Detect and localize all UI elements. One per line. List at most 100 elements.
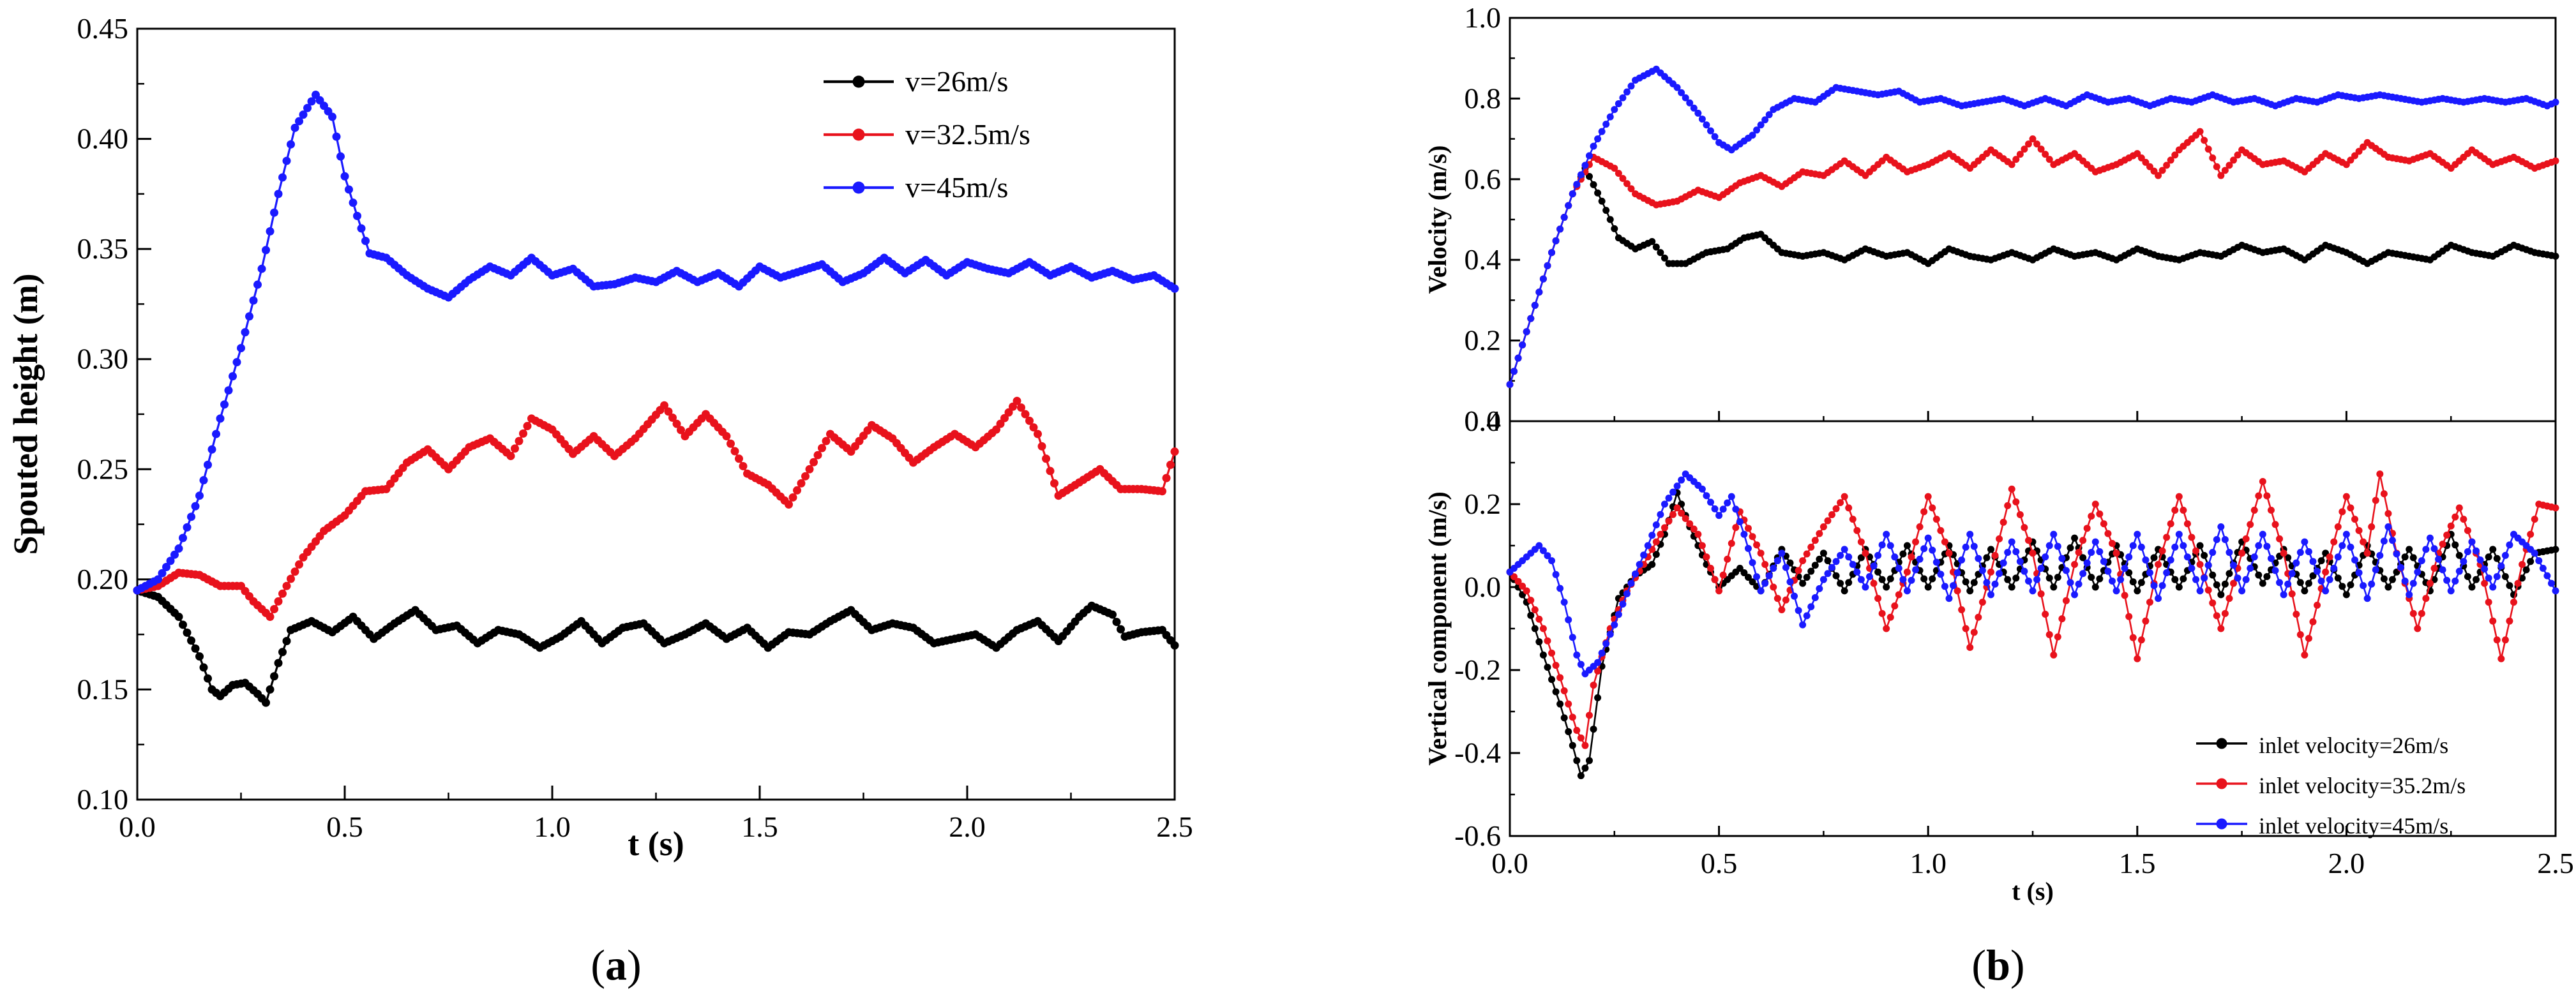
data-point [1594,135,1602,143]
data-point [1569,742,1576,749]
data-point [1682,514,1689,522]
data-point [1849,516,1857,523]
data-point [204,674,212,683]
data-point [1719,505,1727,513]
data-point [1975,555,1982,562]
data-point [1623,180,1631,188]
data-point [1034,429,1042,438]
data-point [2088,574,2095,581]
data-point [1937,571,1945,578]
data-point [1908,576,1915,584]
data-point [1539,547,1547,555]
y-tick-label: 0.4 [1465,243,1502,276]
data-point [1732,505,1740,513]
data-point [1799,621,1807,629]
data-point [2552,98,2559,106]
data-point [2129,634,2137,641]
data-point [1749,131,1756,139]
data-point [1560,714,1568,722]
data-point [2075,580,2083,588]
data-point [2363,549,2371,557]
data-point [2238,549,2246,557]
data-point [2414,625,2422,632]
data-point [191,502,200,511]
data-point [1544,637,1551,645]
data-point [2083,525,2091,532]
data-point [1757,587,1765,595]
data-point [1606,113,1614,121]
data-point [191,644,200,653]
data-point [2008,161,2015,168]
x-tick-label: 2.0 [2328,847,2365,879]
y-tick-label: 0.0 [1465,571,1502,603]
data-point [2347,156,2354,164]
data-point [2121,564,2128,572]
data-point [739,461,748,470]
data-point [2363,595,2371,602]
data-point [2284,554,2292,562]
data-point [1811,594,1819,602]
data-point [1807,603,1815,611]
data-point [1698,116,1706,123]
data-point [2167,556,2174,563]
data-point [287,140,295,149]
data-point [1832,505,1840,512]
data-point [2397,563,2405,571]
data-point [1000,414,1009,422]
data-point [2401,553,2409,561]
data-point [1652,521,1660,528]
data-point [1560,214,1568,221]
data-point [1565,616,1572,623]
data-point [1531,606,1539,613]
data-point [2493,555,2501,562]
data-point [2045,542,2053,549]
data-point [274,659,283,668]
data-point [183,523,192,532]
data-point [2058,555,2066,562]
data-point [2234,574,2241,582]
data-point [2079,570,2087,578]
data-point [1857,538,1865,546]
data-point [2481,565,2489,573]
data-point [2004,549,2012,556]
data-point [2388,537,2396,544]
data-point [1996,570,2003,578]
data-point [2134,655,2141,662]
x-tick-label: 2.5 [2537,847,2574,879]
y-tick-label: 0.4 [1465,405,1502,437]
data-point [2263,572,2271,580]
data-point [1811,562,1819,569]
series-inlet-velocity-45m-s [1506,470,2559,678]
data-point [1929,504,1936,512]
data-point [2531,549,2538,557]
data-point [1853,568,1861,576]
data-point [1652,538,1660,546]
data-point [2000,518,2007,526]
data-point [727,439,735,448]
data-point [2071,591,2079,599]
data-point [1573,181,1581,188]
data-point [2054,542,2061,550]
data-point [2276,579,2284,586]
data-point [2150,167,2158,175]
data-point [1983,579,1991,586]
data-point [2271,521,2279,528]
data-point [1594,667,1602,675]
data-point [262,246,270,255]
data-point [1514,354,1522,362]
data-point [2380,537,2388,545]
data-point [2108,539,2116,547]
data-point [2255,492,2263,500]
data-point [2075,549,2083,556]
data-point [2259,478,2266,486]
data-point [2501,572,2509,580]
data-point [1577,772,1585,779]
data-point [2108,578,2116,585]
data-point [1590,682,1597,689]
data-point [2510,599,2517,606]
data-point [2473,576,2480,583]
data-point [1891,553,1899,561]
data-point [2296,631,2304,638]
data-point [2100,558,2107,565]
data-point [1594,694,1602,701]
